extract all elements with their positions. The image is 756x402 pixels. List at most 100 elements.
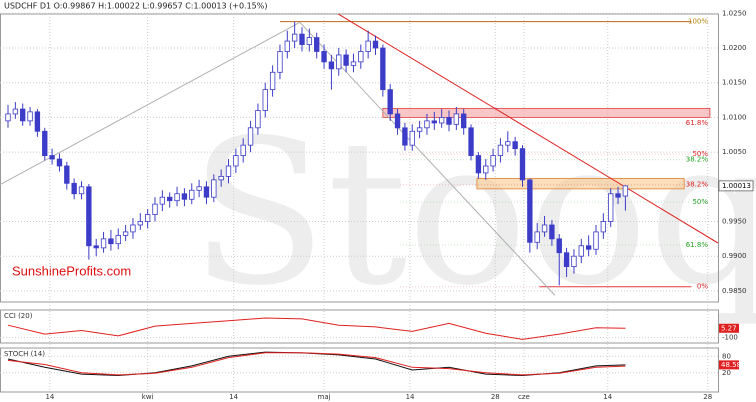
fib-label: 38.2% (686, 181, 709, 189)
candle-body (137, 221, 143, 226)
indicator-frame (0, 347, 719, 393)
value-box (719, 360, 739, 370)
candle-body (336, 54, 342, 70)
x-tick-label: kwi (142, 393, 154, 401)
brand: SunshineProfits.com (12, 263, 131, 278)
candle-body (115, 234, 121, 245)
candle-body (475, 155, 482, 174)
x-tick-label: 14 (406, 393, 415, 401)
price-label: 1.00013 (722, 182, 751, 190)
candle-body (622, 185, 629, 197)
candle-body (12, 108, 19, 115)
candle-body (255, 110, 261, 129)
candle-body (490, 155, 496, 167)
candle-body (571, 255, 577, 268)
candle-body (130, 224, 136, 233)
candle-body (144, 214, 151, 222)
candle-body (358, 51, 364, 63)
candle-body (394, 113, 401, 129)
fib-label: 0% (697, 283, 708, 291)
fib-label: 50% (692, 150, 708, 158)
candle-body (225, 165, 232, 177)
candle-body (291, 33, 298, 42)
candle-body (328, 61, 335, 70)
indicator-title: STOCH (14) (4, 350, 45, 358)
candle-body (27, 111, 33, 122)
y-tick-label: -100 (722, 334, 738, 342)
candle-body (424, 120, 430, 129)
candle-body (86, 186, 92, 247)
y-tick-label: 1.0250 (722, 9, 747, 17)
fib-label: 61.8% (686, 241, 709, 249)
x-tick-label: 14 (603, 393, 612, 401)
candle-body (593, 231, 599, 250)
candle-body (343, 54, 349, 66)
value-box-label: 5.27 (721, 324, 737, 332)
y-tick-label: 1.0050 (722, 148, 747, 156)
fib-label: 61.8% (686, 119, 709, 127)
candle-body (174, 193, 180, 202)
candle-body (196, 186, 202, 191)
candle-body (380, 47, 386, 91)
candle-body (71, 182, 77, 195)
candle-body (505, 141, 511, 146)
candle-body (387, 89, 393, 115)
candle-body (122, 231, 129, 236)
panel-frame (0, 13, 719, 303)
candle-body (461, 113, 467, 129)
candle-body (34, 111, 41, 132)
candle-body (247, 127, 254, 146)
candle-body (5, 113, 11, 122)
fib-label: 38.2% (686, 156, 709, 164)
candle-body (615, 193, 621, 198)
candle-body (306, 37, 313, 45)
candle-body (541, 224, 548, 233)
y-tick-label: 0.9900 (722, 252, 747, 260)
candle-body (372, 40, 379, 49)
indicator-line (7, 317, 626, 340)
candle-body (578, 245, 584, 257)
value-box-label: 48.58 (721, 361, 741, 369)
candle-body (512, 141, 518, 150)
candle-body (42, 130, 48, 156)
candle-body (453, 113, 460, 125)
zone (476, 178, 685, 190)
candle-body (56, 158, 63, 167)
indicator-title: CCI (20) (4, 312, 33, 320)
y-tick-label: 80 (722, 352, 731, 360)
candle-body (203, 186, 210, 198)
candle-body (189, 189, 195, 200)
y-tick-label: 20 (722, 369, 731, 377)
candle-body (483, 165, 489, 174)
candle-body (262, 89, 268, 111)
candle-body (527, 179, 533, 243)
y-tick-label: 0.9850 (722, 287, 747, 295)
candle-body (64, 165, 70, 184)
candle-body (497, 144, 504, 156)
candle-body (608, 193, 614, 222)
indicator-line (7, 352, 626, 376)
candle-body (585, 245, 592, 250)
candle-body (468, 127, 474, 156)
fib-label: 100% (688, 18, 708, 26)
candle-body (159, 196, 166, 205)
candle-body (100, 238, 107, 249)
y-tick-label: 1.0100 (722, 113, 747, 121)
trend-line (337, 14, 718, 244)
price-box (718, 180, 754, 192)
candle-body (402, 127, 408, 146)
candle-body (269, 71, 276, 91)
x-tick-label: 28 (703, 393, 712, 401)
x-tick-label: 28 (491, 393, 500, 401)
candle-body (233, 155, 239, 167)
x-tick-label: cze (518, 393, 530, 401)
candle-body (446, 117, 452, 125)
x-tick-label: 14 (229, 393, 238, 401)
indicator-frame (0, 309, 719, 344)
candle-body (350, 61, 357, 66)
trend-line (299, 21, 556, 296)
candle-body (78, 186, 85, 195)
y-tick-label: 1.0200 (722, 44, 747, 52)
